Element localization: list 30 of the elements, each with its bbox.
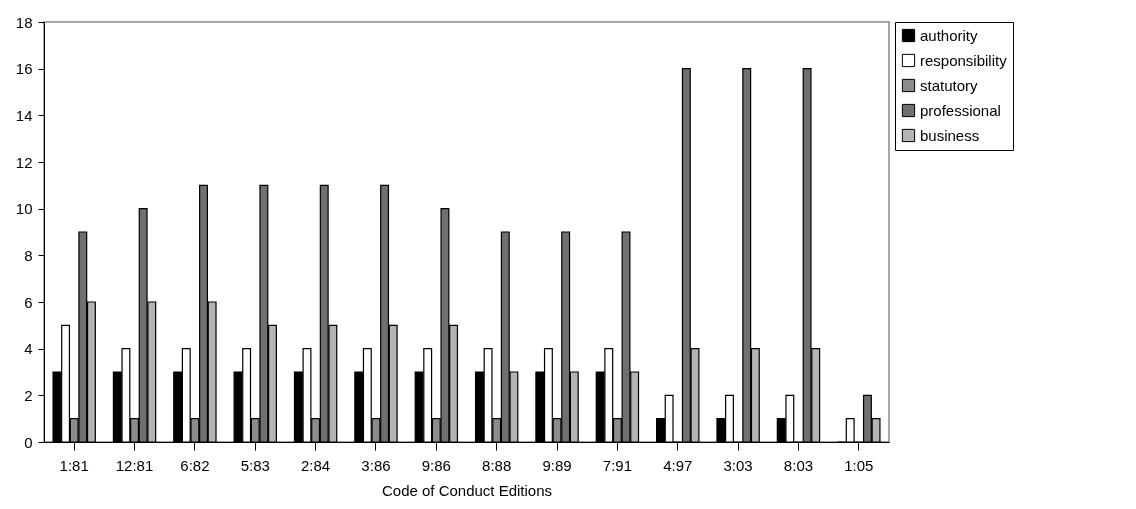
y-tick-label: 2 (24, 386, 33, 404)
legend-label: business (920, 126, 980, 144)
y-tick-label: 4 (24, 340, 33, 358)
x-tick-label: 7:91 (602, 456, 632, 474)
y-tick-label: 16 (15, 60, 33, 78)
legend-label: responsibility (920, 51, 1008, 69)
x-tick-label: 6:82 (180, 456, 210, 474)
x-tick-label: 1:05 (844, 456, 874, 474)
x-tick-label: 3:03 (723, 456, 753, 474)
x-tick-label: 8:88 (482, 456, 512, 474)
x-tick-label: 4:97 (663, 456, 693, 474)
legend-label: statutory (920, 76, 979, 94)
y-tick-label: 0 (24, 433, 33, 451)
legend-label: authority (920, 26, 979, 44)
y-tick-label: 14 (15, 106, 33, 124)
y-tick-label: 12 (15, 153, 33, 171)
legend-label: professional (920, 101, 1001, 119)
x-tick-label: 12:81 (115, 456, 154, 474)
y-tick-label: 8 (24, 246, 33, 264)
x-tick-label: 9:89 (542, 456, 572, 474)
y-tick-label: 18 (15, 13, 33, 31)
x-tick-label: 8:03 (783, 456, 814, 474)
y-tick-label: 6 (24, 293, 33, 311)
y-tick-label: 10 (15, 200, 33, 218)
x-tick-label: 3:86 (361, 456, 391, 474)
x-tick-label: 1:81 (59, 456, 89, 474)
x-tick-label: 5:83 (240, 456, 270, 474)
x-axis-title: Code of Conduct Editions (381, 481, 553, 499)
x-tick-label: 2:84 (301, 456, 331, 474)
x-tick-label: 9:86 (421, 456, 451, 474)
